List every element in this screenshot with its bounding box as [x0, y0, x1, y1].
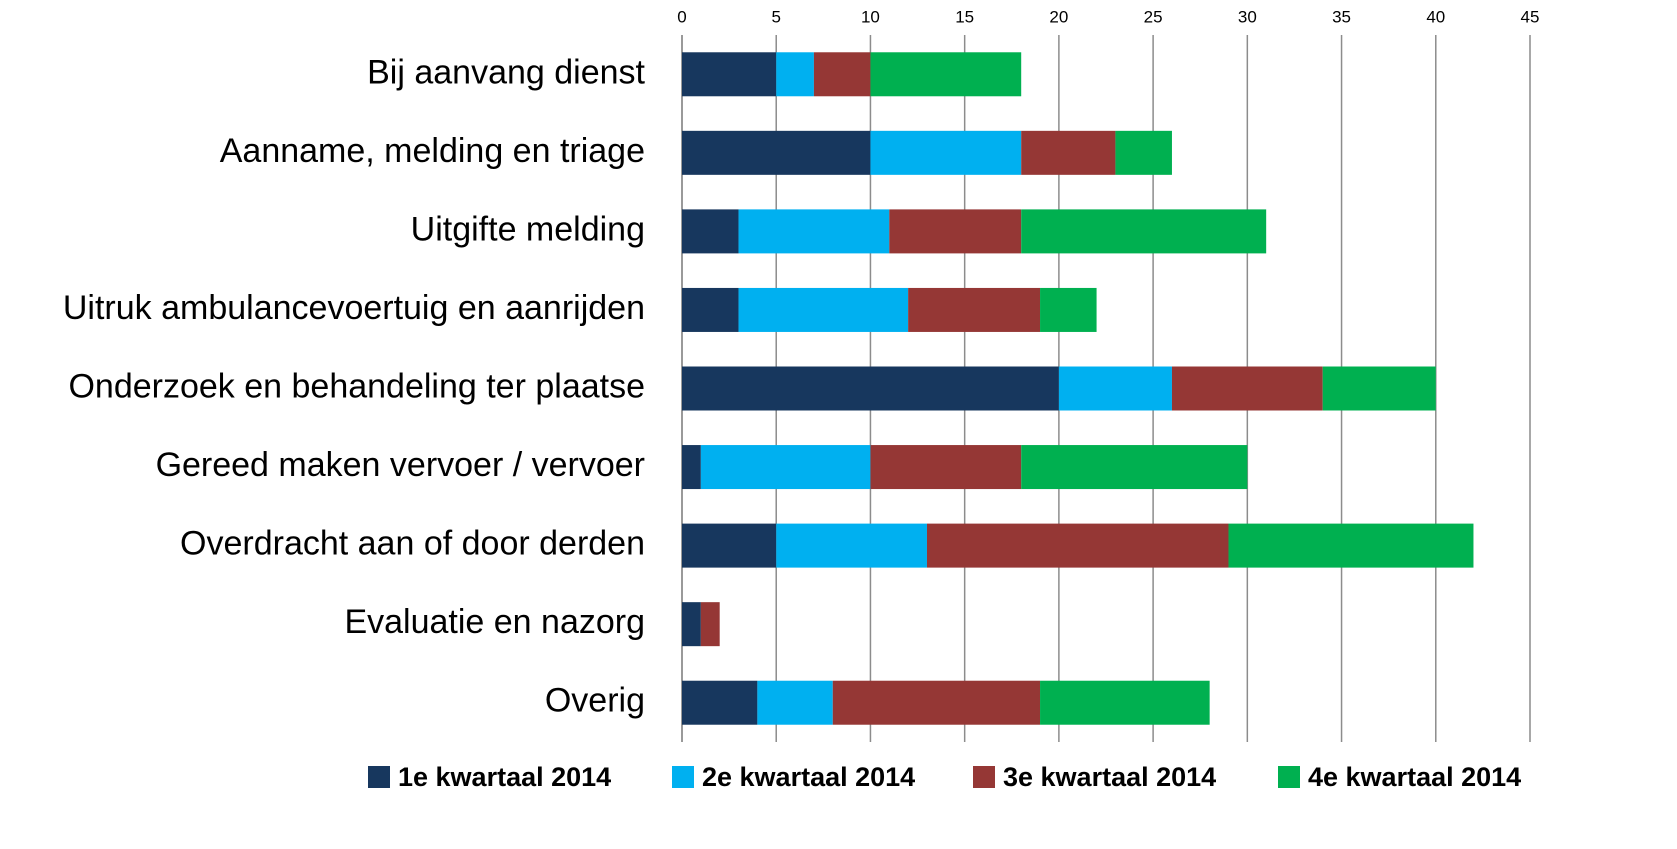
bar-segment [870, 52, 1022, 97]
category-label: Uitgifte melding [411, 210, 645, 248]
category-label: Uitruk ambulancevoertuig en aanrijden [63, 289, 645, 327]
bar-segment [1021, 445, 1248, 490]
legend-swatch [1278, 766, 1300, 788]
bar-segment [776, 52, 814, 97]
bar-segment [1040, 287, 1097, 332]
bar-segment [870, 130, 1022, 175]
category-label: Onderzoek en behandeling ter plaatse [68, 367, 645, 405]
bar-segment [1021, 209, 1267, 254]
bar-segment [776, 523, 927, 568]
bar-segment [926, 523, 1229, 568]
x-tick-label: 0 [677, 7, 686, 26]
category-label: Gereed maken vervoer / vervoer [156, 446, 645, 484]
bar-segment [682, 209, 739, 254]
legend-swatch [973, 766, 995, 788]
bar-segment [738, 209, 890, 254]
bar-segment [1228, 523, 1474, 568]
x-tick-label: 15 [955, 7, 974, 26]
legend-label: 1e kwartaal 2014 [398, 762, 611, 792]
bar-segment [682, 366, 1059, 411]
bar-segment [1040, 680, 1210, 725]
bar-segment [700, 602, 720, 647]
bar-segment [682, 602, 701, 647]
x-tick-label: 10 [861, 7, 880, 26]
category-label: Overdracht aan of door derden [180, 525, 645, 563]
bar-segment [908, 287, 1041, 332]
legend-swatch [672, 766, 694, 788]
bar-segment [889, 209, 1022, 254]
bar-segment [1021, 130, 1116, 175]
bar-segment [813, 52, 871, 97]
legend-label: 3e kwartaal 2014 [1003, 762, 1216, 792]
x-tick-label: 25 [1144, 7, 1163, 26]
x-tick-label: 40 [1426, 7, 1445, 26]
bar-segment [682, 287, 739, 332]
bar-segment [738, 287, 909, 332]
bar-segment [682, 680, 758, 725]
category-label: Overig [545, 682, 645, 720]
legend-label: 4e kwartaal 2014 [1308, 762, 1521, 792]
bar-segment [870, 445, 1022, 490]
x-tick-label: 45 [1521, 7, 1540, 26]
bar-segment [1115, 130, 1172, 175]
x-tick-label: 30 [1238, 7, 1257, 26]
x-tick-label: 20 [1049, 7, 1068, 26]
bar-segment [1322, 366, 1436, 411]
bar-segment [832, 680, 1041, 725]
bar-segment [682, 445, 701, 490]
legend-label: 2e kwartaal 2014 [702, 762, 915, 792]
bar-segment [757, 680, 833, 725]
bar-segment [682, 130, 871, 175]
category-label: Bij aanvang dienst [367, 53, 645, 91]
category-label: Evaluatie en nazorg [344, 603, 645, 641]
bar-segment [1171, 366, 1323, 411]
bar-segment [682, 523, 777, 568]
legend-swatch [368, 766, 390, 788]
bar-segment [700, 445, 871, 490]
bar-segment [1058, 366, 1172, 411]
x-tick-label: 35 [1332, 7, 1351, 26]
x-tick-label: 5 [771, 7, 780, 26]
category-label: Aanname, melding en triage [220, 132, 645, 170]
bar-segment [682, 52, 777, 97]
